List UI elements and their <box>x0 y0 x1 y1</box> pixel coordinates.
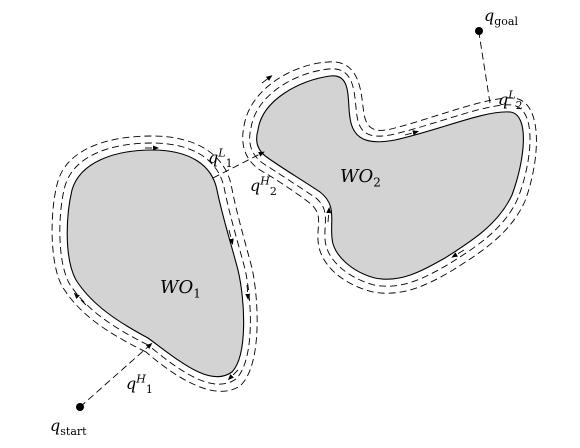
obstacle-2-shape <box>256 75 524 280</box>
direction-arrows <box>73 75 465 381</box>
label-q2-H: qH2 <box>250 174 277 199</box>
obstacle-2-label: WO2 <box>340 166 381 190</box>
segment-q1L-to-q2H <box>212 151 265 179</box>
goal-point <box>475 27 483 35</box>
segment-q2L-to-goal <box>478 32 491 104</box>
start-point <box>76 403 84 411</box>
segment-start-to-q1H <box>79 342 153 408</box>
label-q2-L: qL2 <box>498 88 523 113</box>
label-q1-L: qL1 <box>208 146 233 171</box>
label-q1-H: qH1 <box>126 372 153 397</box>
obstacle-1-label: WO1 <box>160 277 201 301</box>
obstacle-1-inner-contour <box>59 142 251 385</box>
label-q-goal: qgoal <box>484 6 518 29</box>
obstacle-1-shape <box>66 149 245 378</box>
obstacle-2-outer-contour <box>242 61 537 294</box>
label-q-start: qstart <box>50 416 87 439</box>
obstacle-2-inner-contour <box>249 68 531 287</box>
